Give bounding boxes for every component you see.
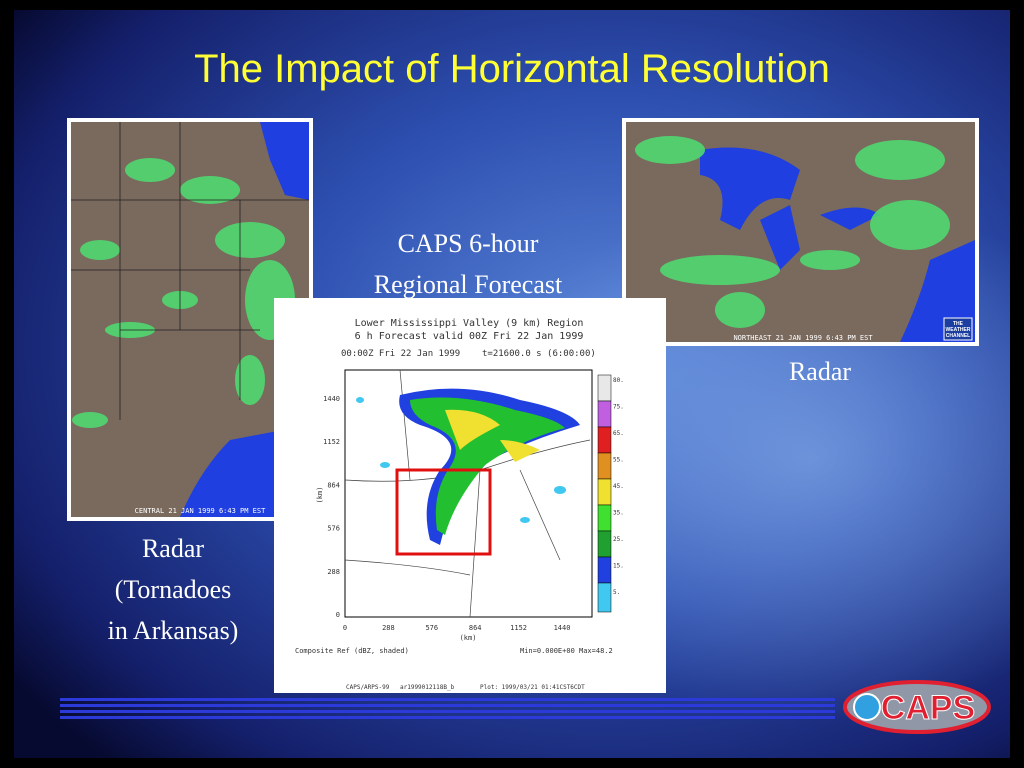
map-stamp: NORTHEAST 21 JAN 1999 6:43 PM EST — [733, 334, 873, 342]
x-tick-label: 0 — [343, 624, 347, 632]
center-caption: CAPS 6-hour — [398, 229, 539, 258]
colorbar-label: 15. — [613, 563, 624, 570]
weather-channel-logo: THE — [953, 321, 964, 327]
plot-time: 00:00Z Fri 22 Jan 1999 — [341, 349, 460, 359]
center-caption: Regional Forecast — [374, 270, 563, 299]
bottom-rule — [60, 698, 835, 719]
caps-logo — [843, 680, 991, 734]
colorbar-label: 65. — [613, 430, 624, 437]
map-stamp: CENTRAL 21 JAN 1999 6:43 PM EST — [135, 507, 266, 515]
colorbar-label: 80. — [613, 377, 624, 384]
y-tick-label: 576 — [327, 525, 340, 533]
colorbar-label: 5. — [613, 589, 620, 596]
right-radar-map — [622, 118, 979, 346]
x-tick-label: 864 — [469, 624, 482, 632]
plot-header: 6 h Forecast valid 00Z Fri 22 Jan 1999 — [355, 331, 584, 342]
plot-time: t=21600.0 s (6:00:00) — [482, 349, 596, 359]
forecast-plot — [274, 298, 666, 693]
colorbar-label: 45. — [613, 483, 624, 490]
left-caption: (Tornadoes — [115, 575, 232, 604]
x-tick-label: 1440 — [554, 624, 571, 632]
x-tick-label: 1152 — [510, 624, 527, 632]
plot-range: Min=0.000E+00 Max=48.2 — [520, 647, 613, 655]
plot-footer: CAPS/ARPS-99 — [346, 684, 390, 691]
y-axis-unit: (km) — [316, 487, 324, 504]
y-tick-label: 864 — [327, 481, 340, 489]
left-caption: in Arkansas) — [108, 616, 239, 645]
weather-channel-logo: CHANNEL — [946, 333, 970, 339]
weather-channel-logo: WEATHER — [946, 327, 971, 333]
colorbar-label: 35. — [613, 510, 624, 517]
x-tick-label: 288 — [382, 624, 395, 632]
colorbar-label: 55. — [613, 457, 624, 464]
colorbar-label: 25. — [613, 536, 624, 543]
x-tick-label: 576 — [425, 624, 438, 632]
colorbar-label: 75. — [613, 404, 624, 411]
plot-footer: ar1999012118B_b — [400, 684, 455, 691]
left-caption: Radar — [142, 534, 204, 563]
plot-field: Composite Ref (dBZ, shaded) — [295, 647, 409, 655]
x-axis-unit: (km) — [460, 634, 477, 642]
left-radar-map — [67, 118, 313, 521]
y-tick-label: 288 — [327, 568, 340, 576]
caps-logo-text: CAPS — [881, 689, 975, 727]
y-tick-label: 1440 — [323, 395, 340, 403]
title: The Impact of Horizontal Resolution — [194, 47, 830, 91]
plot-footer: Plot: 1999/03/21 01:41CST6CDT — [480, 684, 585, 691]
plot-header: Lower Mississippi Valley (9 km) Region — [355, 318, 584, 329]
y-tick-label: 0 — [336, 611, 340, 619]
y-tick-label: 1152 — [323, 438, 340, 446]
right-caption: Radar — [789, 357, 851, 386]
